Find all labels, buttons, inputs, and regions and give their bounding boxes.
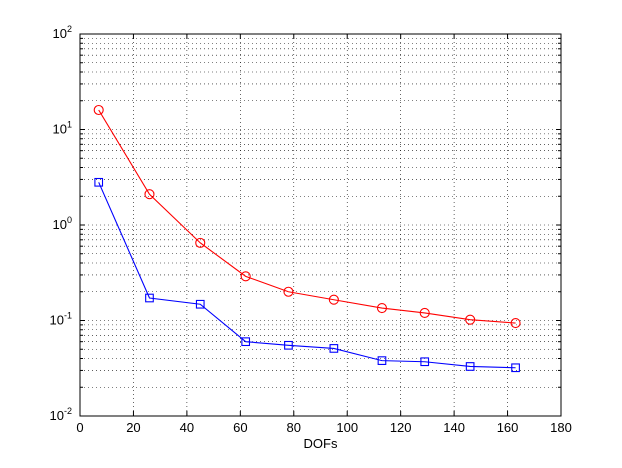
y-tick-base: 10 bbox=[50, 408, 64, 423]
series-2 bbox=[94, 177, 520, 373]
x-tick-label: 180 bbox=[550, 420, 572, 435]
y-tick-label: 100 bbox=[53, 215, 72, 232]
data-point bbox=[329, 344, 339, 353]
axis-ticks bbox=[79, 34, 562, 416]
x-tick-label: 40 bbox=[180, 420, 194, 435]
y-tick-base: 10 bbox=[53, 217, 67, 232]
data-point bbox=[144, 189, 155, 200]
x-tick-label: 80 bbox=[287, 420, 301, 435]
data-point bbox=[284, 340, 293, 350]
data-point bbox=[465, 362, 475, 371]
data-point bbox=[511, 363, 520, 373]
series-line bbox=[98, 182, 516, 369]
x-tick-label: 100 bbox=[336, 420, 358, 435]
data-point bbox=[93, 104, 104, 116]
data-point bbox=[94, 177, 104, 187]
data-point bbox=[419, 307, 430, 318]
data-point bbox=[510, 318, 521, 329]
series-line bbox=[98, 109, 516, 324]
y-tick-base: 10 bbox=[53, 26, 67, 41]
y-tick-exponent: -2 bbox=[64, 406, 72, 416]
data-point bbox=[328, 294, 339, 305]
y-tick-exponent: -1 bbox=[64, 311, 72, 321]
x-tick-label: 20 bbox=[126, 420, 140, 435]
y-tick-exponent: 1 bbox=[67, 120, 72, 130]
y-tick-exponent: 2 bbox=[67, 24, 72, 34]
data-point bbox=[420, 357, 430, 367]
data-point bbox=[240, 271, 251, 282]
y-tick-label: 101 bbox=[53, 120, 72, 137]
data-point bbox=[376, 303, 388, 314]
x-tick-label: 160 bbox=[497, 420, 519, 435]
data-point bbox=[283, 286, 294, 297]
y-tick-base: 10 bbox=[50, 313, 64, 328]
data-point bbox=[241, 337, 251, 347]
y-tick-base: 10 bbox=[53, 122, 67, 137]
x-tick-label: 120 bbox=[390, 420, 412, 435]
y-tick-label: 10-2 bbox=[50, 406, 72, 423]
x-axis-title: DOFs bbox=[304, 436, 338, 451]
data-point bbox=[465, 314, 476, 325]
y-tick-label: 102 bbox=[53, 24, 72, 41]
data-point bbox=[195, 237, 206, 248]
x-tick-label: 140 bbox=[443, 420, 465, 435]
series-1 bbox=[93, 104, 521, 329]
grid bbox=[80, 34, 561, 416]
data-point bbox=[195, 299, 205, 309]
y-tick-label: 10-1 bbox=[50, 311, 72, 328]
data-point bbox=[377, 356, 387, 365]
series-layer bbox=[93, 104, 521, 373]
data-point bbox=[145, 293, 154, 303]
y-tick-exponent: 0 bbox=[67, 215, 72, 225]
x-tick-labels: 0 20 40 60 80 100 120 140 160 180 bbox=[76, 420, 571, 435]
x-tick-label: 60 bbox=[233, 420, 247, 435]
x-tick-label: 0 bbox=[76, 420, 83, 435]
